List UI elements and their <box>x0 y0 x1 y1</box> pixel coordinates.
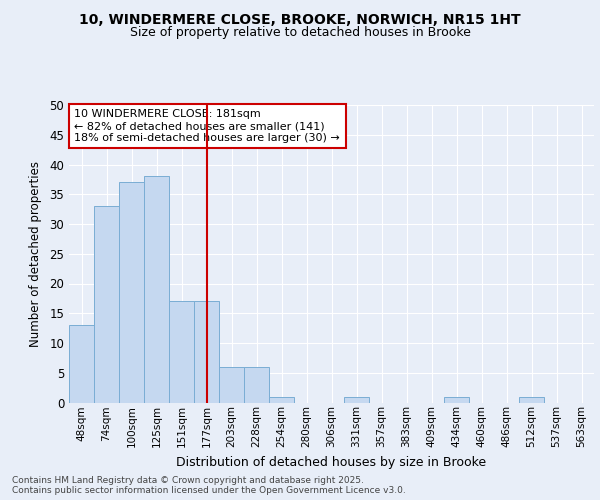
Bar <box>444 396 469 402</box>
Bar <box>194 302 219 402</box>
Bar <box>519 396 544 402</box>
Text: Contains HM Land Registry data © Crown copyright and database right 2025.
Contai: Contains HM Land Registry data © Crown c… <box>12 476 406 495</box>
Text: 10 WINDERMERE CLOSE: 181sqm
← 82% of detached houses are smaller (141)
18% of se: 10 WINDERMERE CLOSE: 181sqm ← 82% of det… <box>74 110 340 142</box>
Bar <box>269 396 294 402</box>
Bar <box>344 396 369 402</box>
Bar <box>144 176 169 402</box>
Bar <box>244 367 269 402</box>
Bar <box>119 182 144 402</box>
Bar <box>94 206 119 402</box>
Text: Size of property relative to detached houses in Brooke: Size of property relative to detached ho… <box>130 26 470 39</box>
Bar <box>69 325 94 402</box>
X-axis label: Distribution of detached houses by size in Brooke: Distribution of detached houses by size … <box>176 456 487 468</box>
Bar <box>219 367 244 402</box>
Y-axis label: Number of detached properties: Number of detached properties <box>29 161 43 347</box>
Bar <box>169 302 194 402</box>
Text: 10, WINDERMERE CLOSE, BROOKE, NORWICH, NR15 1HT: 10, WINDERMERE CLOSE, BROOKE, NORWICH, N… <box>79 12 521 26</box>
